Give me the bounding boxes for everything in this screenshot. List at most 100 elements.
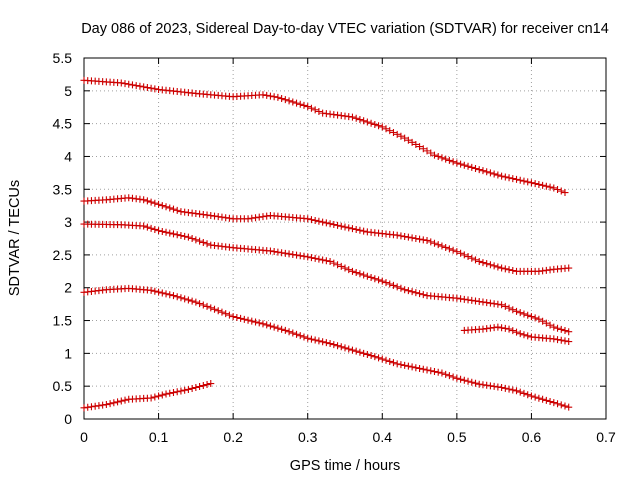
data-point	[401, 361, 409, 369]
data-point	[363, 118, 371, 126]
data-point	[311, 106, 319, 114]
data-point	[509, 175, 517, 183]
data-point	[542, 396, 550, 404]
data-point	[565, 403, 573, 411]
x-tick-label: 0.6	[522, 429, 542, 445]
data-point	[192, 383, 200, 391]
data-point	[535, 315, 543, 323]
data-point	[550, 323, 558, 331]
data-point	[505, 304, 513, 312]
data-point	[449, 373, 457, 381]
data-point	[110, 399, 118, 407]
data-point	[352, 347, 360, 355]
data-point	[311, 336, 319, 344]
data-point	[315, 217, 323, 225]
data-point	[285, 328, 293, 336]
data-point	[296, 252, 304, 260]
data-point	[531, 314, 539, 322]
x-tick-label: 0	[80, 429, 88, 445]
data-point	[378, 355, 386, 363]
data-point	[188, 384, 196, 392]
data-point	[341, 344, 349, 352]
markers	[80, 76, 573, 412]
data-point	[557, 401, 565, 409]
data-point	[158, 227, 166, 235]
data-point	[371, 353, 379, 361]
data-point	[285, 250, 293, 258]
data-point	[501, 384, 509, 392]
data-point	[188, 297, 196, 305]
data-point	[296, 332, 304, 340]
data-point	[237, 314, 245, 322]
data-point	[151, 199, 159, 207]
data-point	[293, 330, 301, 338]
data-point	[162, 228, 170, 236]
data-point	[147, 286, 155, 294]
data-point	[334, 261, 342, 269]
data-point	[412, 140, 420, 148]
data-point	[307, 335, 315, 343]
data-point	[386, 280, 394, 288]
data-point	[304, 253, 312, 261]
data-point	[408, 138, 416, 146]
data-point	[524, 332, 532, 340]
data-point	[554, 324, 562, 332]
data-point	[442, 243, 450, 251]
data-point	[263, 321, 271, 329]
data-point	[505, 325, 513, 333]
data-point	[184, 385, 192, 393]
data-point	[520, 177, 528, 185]
y-tick-label: 0.5	[53, 378, 73, 394]
data-point	[397, 132, 405, 140]
data-point	[554, 185, 562, 193]
series-track-1	[80, 76, 569, 197]
data-point	[140, 83, 148, 91]
data-point	[300, 101, 308, 109]
data-point	[199, 301, 207, 309]
data-point	[207, 304, 215, 312]
data-point	[281, 96, 289, 104]
data-point	[513, 387, 521, 395]
data-point	[393, 283, 401, 291]
data-point	[315, 337, 323, 345]
data-point	[326, 257, 334, 265]
data-point	[289, 251, 297, 259]
data-point	[181, 295, 189, 303]
data-point	[520, 310, 528, 318]
data-point	[445, 156, 453, 164]
data-point	[143, 197, 151, 205]
data-point	[494, 171, 502, 179]
data-point	[453, 248, 461, 256]
data-point	[389, 281, 397, 289]
data-point	[196, 383, 204, 391]
data-point	[367, 352, 375, 360]
data-point	[468, 254, 476, 262]
data-point	[263, 91, 271, 99]
data-point	[464, 253, 472, 261]
data-point	[520, 331, 528, 339]
data-point	[337, 222, 345, 230]
data-point	[304, 103, 312, 111]
data-point	[561, 337, 569, 345]
data-point	[386, 127, 394, 135]
data-point	[266, 92, 274, 100]
data-point	[143, 84, 151, 92]
data-point	[192, 298, 200, 306]
data-point	[166, 291, 174, 299]
data-point	[430, 368, 438, 376]
data-point	[348, 225, 356, 233]
data-point	[169, 292, 177, 300]
x-axis-title: GPS time / hours	[290, 458, 400, 474]
data-point	[397, 232, 405, 240]
data-point	[140, 196, 148, 204]
data-point	[501, 173, 509, 181]
data-point	[300, 252, 308, 260]
data-point	[527, 392, 535, 400]
data-point	[375, 122, 383, 130]
data-point	[557, 187, 565, 195]
data-point	[501, 302, 509, 310]
data-point	[434, 152, 442, 160]
data-point	[516, 176, 524, 184]
data-point	[498, 324, 506, 332]
